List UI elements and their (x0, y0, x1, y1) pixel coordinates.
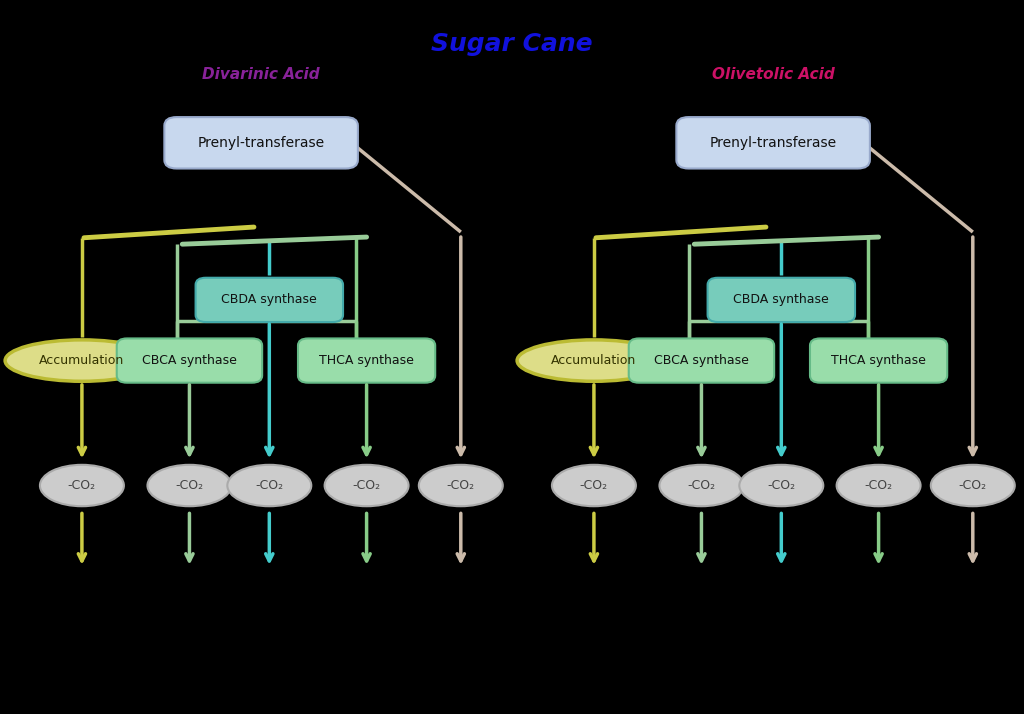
Ellipse shape (931, 465, 1015, 506)
FancyBboxPatch shape (708, 278, 855, 322)
Ellipse shape (552, 465, 636, 506)
FancyBboxPatch shape (810, 338, 947, 383)
Text: THCA synthase: THCA synthase (319, 354, 414, 367)
Text: -CO₂: -CO₂ (687, 479, 716, 492)
Text: CBCA synthase: CBCA synthase (142, 354, 237, 367)
Text: Olivetolic Acid: Olivetolic Acid (712, 67, 835, 82)
Ellipse shape (659, 465, 743, 506)
Ellipse shape (325, 465, 409, 506)
Text: Accumulation: Accumulation (551, 354, 637, 367)
Text: Prenyl-transferase: Prenyl-transferase (198, 136, 325, 150)
Text: CBDA synthase: CBDA synthase (221, 293, 317, 306)
FancyBboxPatch shape (676, 117, 869, 169)
Text: -CO₂: -CO₂ (446, 479, 475, 492)
Text: -CO₂: -CO₂ (864, 479, 893, 492)
Text: Accumulation: Accumulation (39, 354, 125, 367)
Ellipse shape (419, 465, 503, 506)
FancyBboxPatch shape (298, 338, 435, 383)
Ellipse shape (227, 465, 311, 506)
Text: Divarinic Acid: Divarinic Acid (203, 67, 319, 82)
Text: -CO₂: -CO₂ (352, 479, 381, 492)
Text: -CO₂: -CO₂ (68, 479, 96, 492)
Text: -CO₂: -CO₂ (175, 479, 204, 492)
Text: -CO₂: -CO₂ (255, 479, 284, 492)
Text: -CO₂: -CO₂ (767, 479, 796, 492)
Ellipse shape (147, 465, 231, 506)
Text: Prenyl-transferase: Prenyl-transferase (710, 136, 837, 150)
Ellipse shape (5, 340, 159, 381)
Text: -CO₂: -CO₂ (958, 479, 987, 492)
Text: -CO₂: -CO₂ (580, 479, 608, 492)
Ellipse shape (739, 465, 823, 506)
FancyBboxPatch shape (164, 117, 358, 169)
Text: Sugar Cane: Sugar Cane (431, 32, 593, 56)
Text: CBCA synthase: CBCA synthase (654, 354, 749, 367)
FancyBboxPatch shape (196, 278, 343, 322)
Ellipse shape (40, 465, 124, 506)
Text: THCA synthase: THCA synthase (831, 354, 926, 367)
Ellipse shape (837, 465, 921, 506)
FancyBboxPatch shape (117, 338, 262, 383)
FancyBboxPatch shape (629, 338, 774, 383)
Text: CBDA synthase: CBDA synthase (733, 293, 829, 306)
Ellipse shape (517, 340, 671, 381)
